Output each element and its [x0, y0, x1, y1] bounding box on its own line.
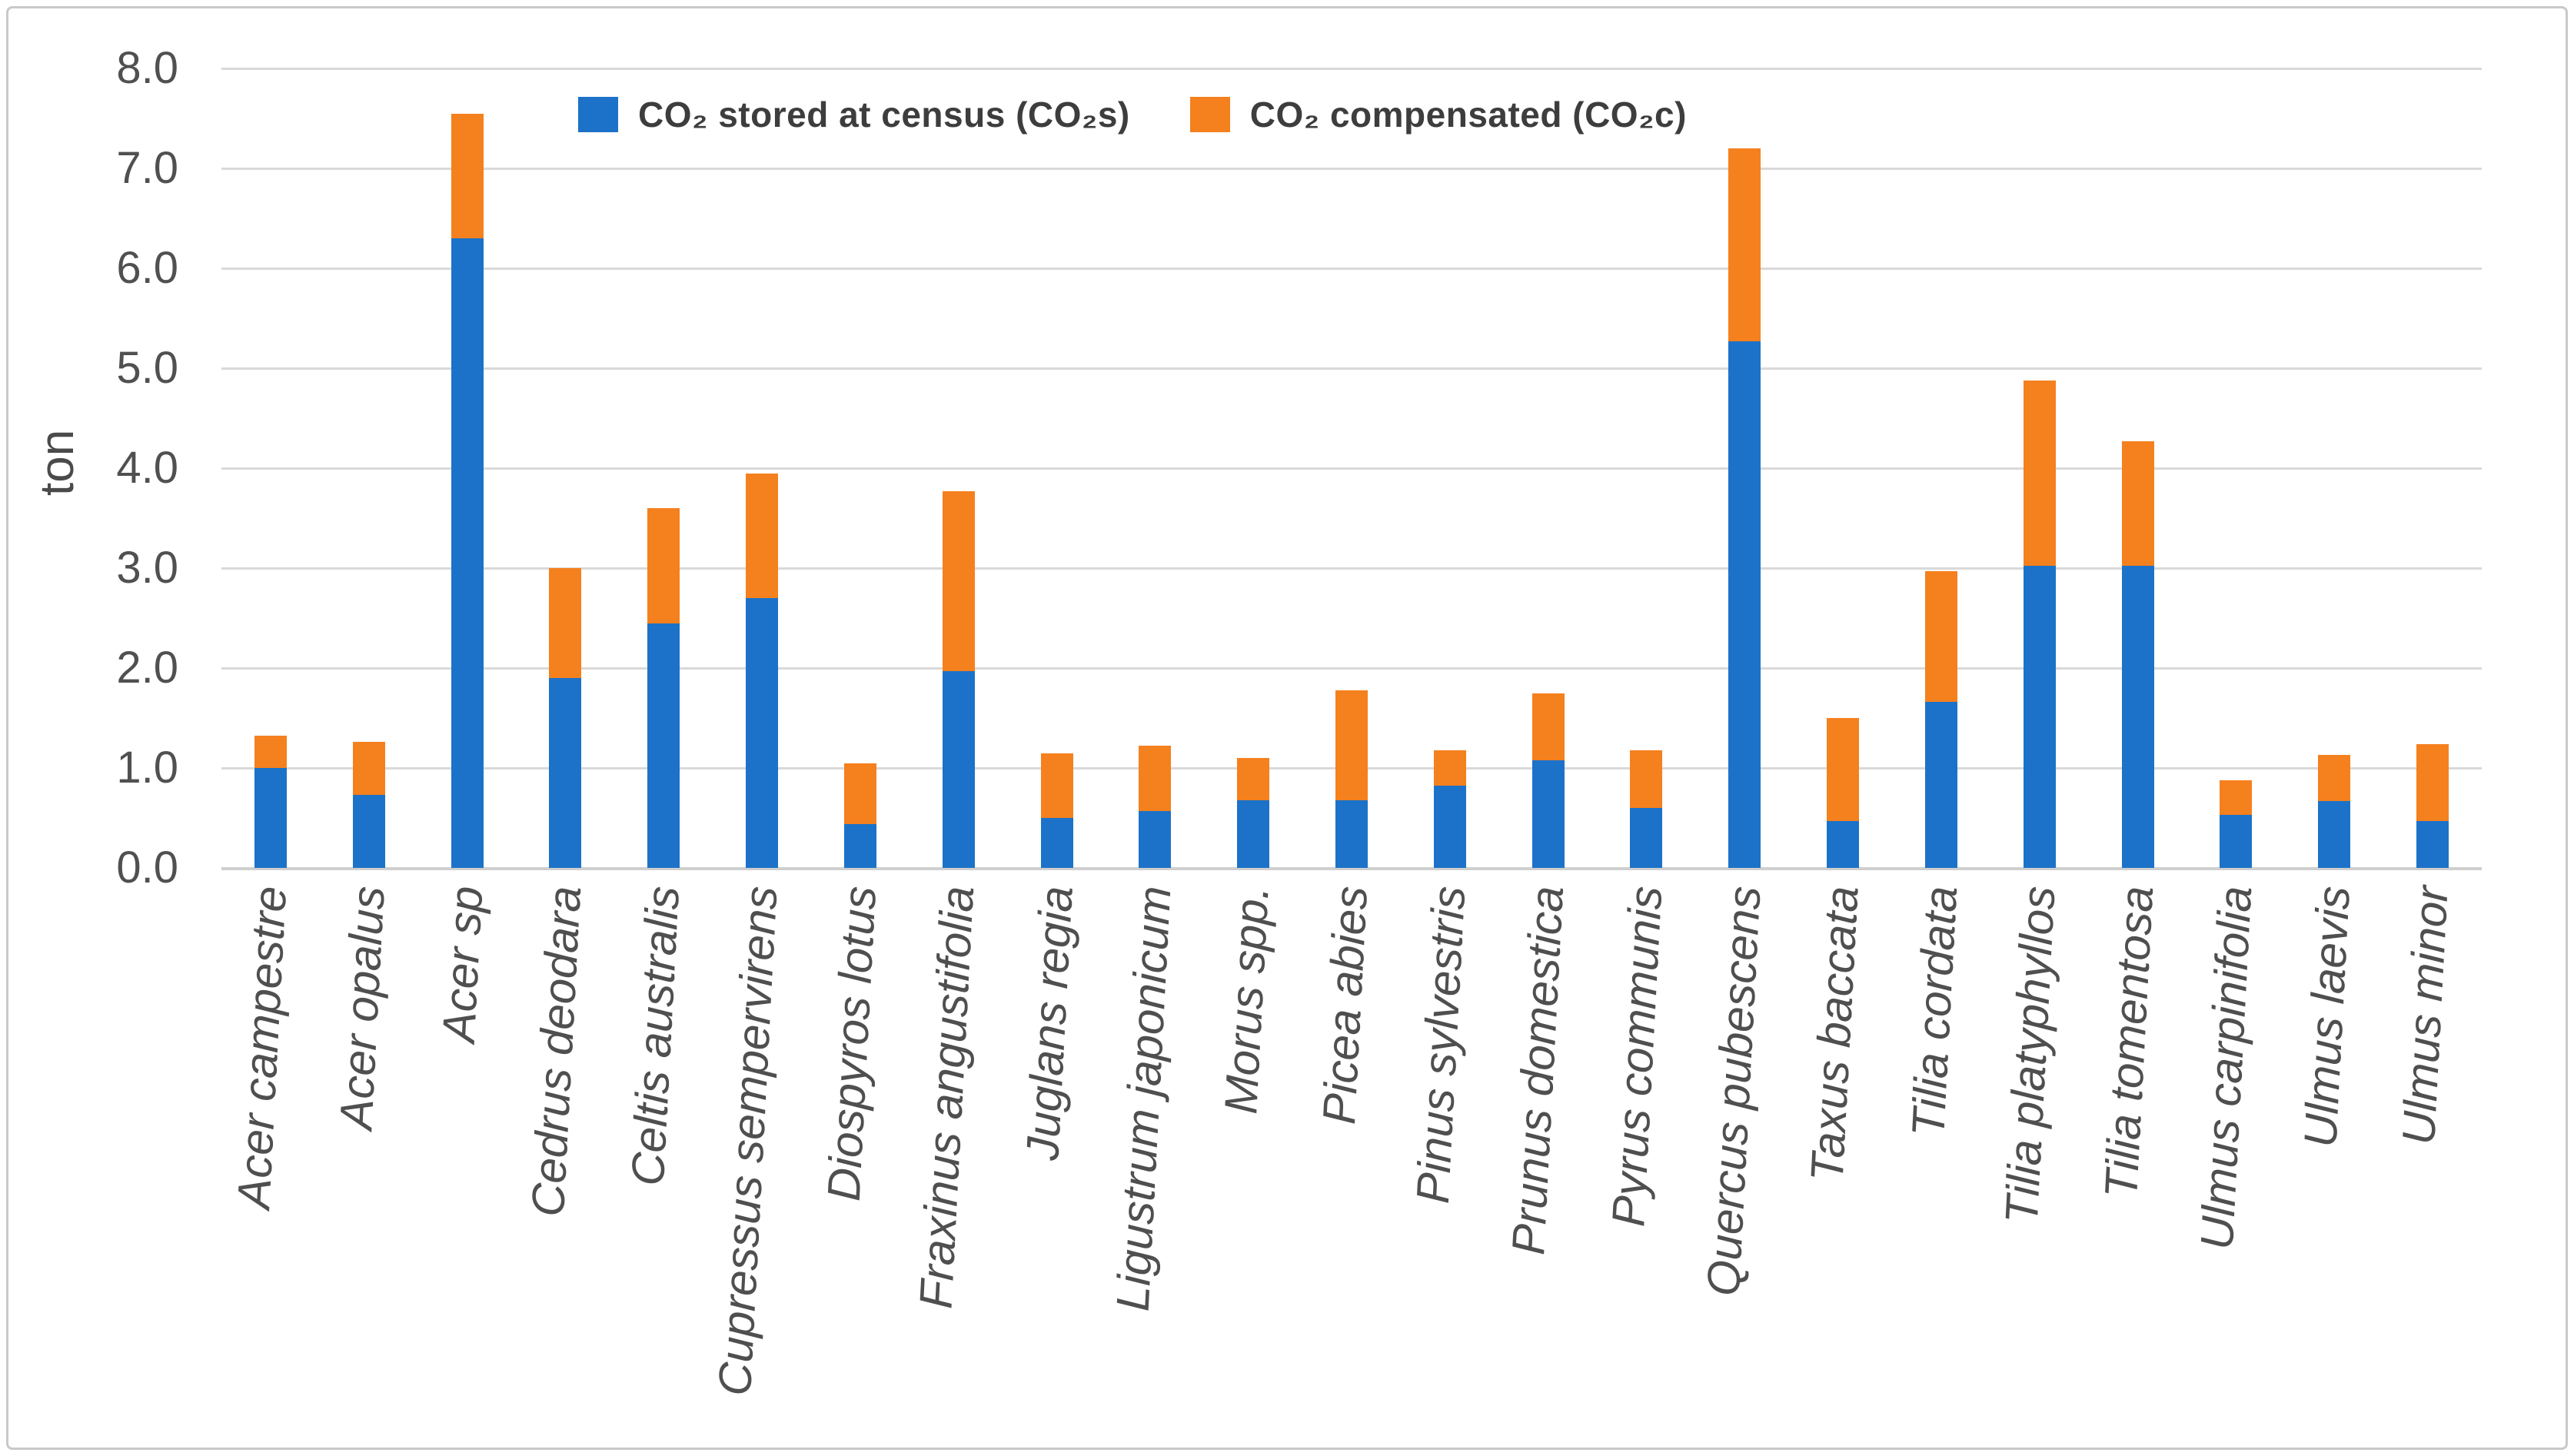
x-category-label-text: Prunus domestica — [1502, 884, 1574, 1257]
x-category-label-text: Ligustrum japonicum — [1106, 884, 1181, 1313]
bar-segment-stored — [2023, 566, 2056, 868]
bar-segment-stored — [1139, 810, 1172, 868]
y-tick-label: 5.0 — [116, 343, 178, 393]
gridline — [221, 567, 2482, 570]
gridline — [221, 268, 2482, 270]
x-category-label-text: Picea abies — [1312, 884, 1377, 1126]
bar-segment-stored — [1827, 820, 1860, 868]
gridline — [221, 367, 2482, 370]
y-tick-label: 1.0 — [116, 743, 178, 793]
bar-segment-compensated — [451, 113, 484, 238]
bar-segment-stored — [1924, 702, 1957, 868]
bar-segment-compensated — [942, 490, 975, 671]
bar-segment-compensated — [2416, 743, 2449, 821]
bar-segment-compensated — [1433, 750, 1466, 786]
bar-segment-stored — [1237, 799, 1270, 868]
gridline — [221, 168, 2482, 170]
x-category-label-text: Pyrus communis — [1602, 884, 1672, 1228]
bar-segment-compensated — [1040, 753, 1073, 818]
y-tick-label: 0.0 — [116, 843, 178, 893]
bar-segment-compensated — [1335, 690, 1368, 800]
x-category-label-text: Acer campestre — [227, 884, 296, 1211]
bar-segment-stored — [1630, 808, 1663, 868]
bar-segment-stored — [1531, 760, 1565, 868]
x-category-label-text: Ulmus minor — [2393, 884, 2458, 1146]
bar-segment-compensated — [647, 508, 680, 623]
bar-segment-compensated — [254, 736, 287, 768]
legend-item-co2-stored: CO₂ stored at census (CO₂s) — [578, 94, 1130, 135]
x-category-label-text: Tilia cordata — [1901, 884, 1967, 1139]
bar-segment-compensated — [1728, 148, 1761, 341]
legend-label-co2-stored: CO₂ stored at census (CO₂s) — [638, 95, 1130, 135]
legend-swatch-orange — [1189, 97, 1230, 132]
bar-segment-stored — [2416, 820, 2449, 868]
bar-segment-compensated — [1630, 750, 1663, 808]
x-category-label-text: Ulmus carpinifolia — [2190, 884, 2262, 1252]
bar-segment-compensated — [549, 568, 582, 678]
bar-segment-stored — [254, 768, 287, 868]
bar-segment-stored — [2220, 815, 2253, 868]
x-category-label-text: Acer sp — [432, 884, 493, 1044]
bar-segment-compensated — [2220, 780, 2253, 816]
bar-segment-compensated — [1237, 758, 1270, 800]
bar-segment-compensated — [2121, 440, 2154, 567]
bar-segment-compensated — [2318, 755, 2351, 801]
x-category-label-text: Ulmus laevis — [2294, 884, 2360, 1149]
x-category-label-text: Juglans regia — [1016, 884, 1082, 1162]
x-category-label-text: Diospyros lotus — [817, 884, 886, 1203]
legend: CO₂ stored at census (CO₂s) CO₂ compensa… — [578, 94, 1687, 135]
y-tick-label: 3.0 — [116, 543, 178, 593]
x-category-label-text: Pinus sylvestris — [1407, 884, 1475, 1205]
bar-segment-compensated — [1924, 570, 1957, 703]
bar-segment-stored — [746, 598, 779, 868]
legend-swatch-blue — [578, 97, 618, 132]
bar-segment-stored — [2121, 566, 2154, 868]
bar-segment-stored — [647, 623, 680, 868]
legend-item-co2-compensated: CO₂ compensated (CO₂c) — [1189, 94, 1687, 135]
bar-segment-stored — [1040, 818, 1073, 868]
bar-segment-stored — [843, 823, 876, 868]
x-category-label-text: Cedrus deodara — [521, 884, 591, 1218]
x-category-label-text: Cupressus sempervirens — [709, 884, 787, 1398]
y-tick-label: 7.0 — [116, 143, 178, 193]
bar-segment-stored — [352, 795, 385, 868]
bar-segment-compensated — [352, 742, 385, 796]
bar-segment-stored — [942, 670, 975, 868]
y-tick-label: 6.0 — [116, 243, 178, 293]
bar-segment-compensated — [1827, 718, 1860, 821]
y-tick-label: 2.0 — [116, 643, 178, 693]
bar-segment-stored — [451, 238, 484, 868]
bar-segment-compensated — [1139, 746, 1172, 811]
gridline — [221, 667, 2482, 670]
x-category-label-text: Morus spp. — [1215, 884, 1279, 1115]
bar-segment-compensated — [746, 473, 779, 598]
y-tick-label: 8.0 — [116, 43, 178, 93]
bar-segment-stored — [2318, 800, 2351, 868]
x-category-label-text: Tilia tomentosa — [2095, 884, 2163, 1200]
bar-segment-stored — [1335, 799, 1368, 868]
legend-label-co2-compensated: CO₂ compensated (CO₂c) — [1249, 95, 1687, 135]
gridline — [221, 467, 2482, 470]
gridline — [221, 68, 2482, 70]
bar-segment-compensated — [1531, 693, 1565, 760]
bar-segment-compensated — [843, 763, 876, 824]
x-axis-line — [221, 867, 2482, 870]
bar-segment-stored — [549, 678, 582, 868]
y-tick-label: 4.0 — [116, 443, 178, 493]
x-category-label-text: Quercus pubescens — [1697, 884, 1771, 1298]
bar-segment-stored — [1728, 341, 1761, 868]
x-category-label-text: Fraxinus angustifolia — [910, 884, 984, 1310]
bar-segment-compensated — [2023, 380, 2056, 567]
x-category-label-text: Acer opalus — [330, 884, 394, 1131]
x-category-label-text: Celtis australis — [621, 884, 690, 1188]
x-category-label-text: Taxus baccata — [1801, 884, 1869, 1183]
bar-segment-stored — [1433, 786, 1466, 868]
x-category-label-text: Tilia platyphyllos — [1995, 884, 2065, 1225]
